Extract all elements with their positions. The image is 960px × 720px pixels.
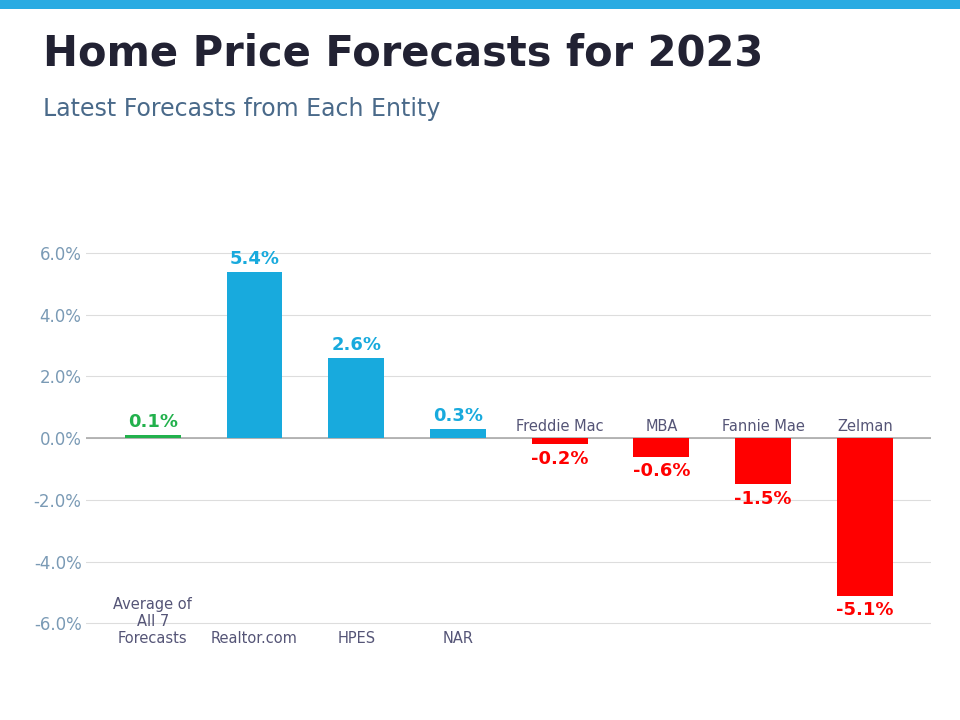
Bar (227, 271, 282, 438)
Text: NAR: NAR (443, 631, 473, 647)
Bar (837, 438, 893, 595)
Text: Fannie Mae: Fannie Mae (722, 420, 804, 434)
Text: Latest Forecasts from Each Entity: Latest Forecasts from Each Entity (43, 97, 441, 121)
Text: -0.6%: -0.6% (633, 462, 690, 480)
Bar (430, 429, 486, 438)
Bar (735, 438, 791, 485)
Text: 5.4%: 5.4% (229, 250, 279, 268)
Text: MBA: MBA (645, 420, 678, 434)
Text: -5.1%: -5.1% (836, 601, 894, 619)
Text: HPES: HPES (337, 631, 375, 647)
Text: Average of
All 7
Forecasts: Average of All 7 Forecasts (113, 597, 192, 647)
Text: 0.3%: 0.3% (433, 408, 483, 426)
Text: -0.2%: -0.2% (531, 450, 588, 468)
Text: Home Price Forecasts for 2023: Home Price Forecasts for 2023 (43, 32, 763, 74)
Bar (125, 435, 180, 438)
Text: 0.1%: 0.1% (128, 413, 178, 431)
Bar (532, 438, 588, 444)
Bar (328, 358, 384, 438)
Text: Zelman: Zelman (837, 420, 893, 434)
Text: Realtor.com: Realtor.com (211, 631, 298, 647)
Text: Freddie Mac: Freddie Mac (516, 420, 604, 434)
Bar (634, 438, 689, 456)
Text: 2.6%: 2.6% (331, 336, 381, 354)
Text: -1.5%: -1.5% (734, 490, 792, 508)
